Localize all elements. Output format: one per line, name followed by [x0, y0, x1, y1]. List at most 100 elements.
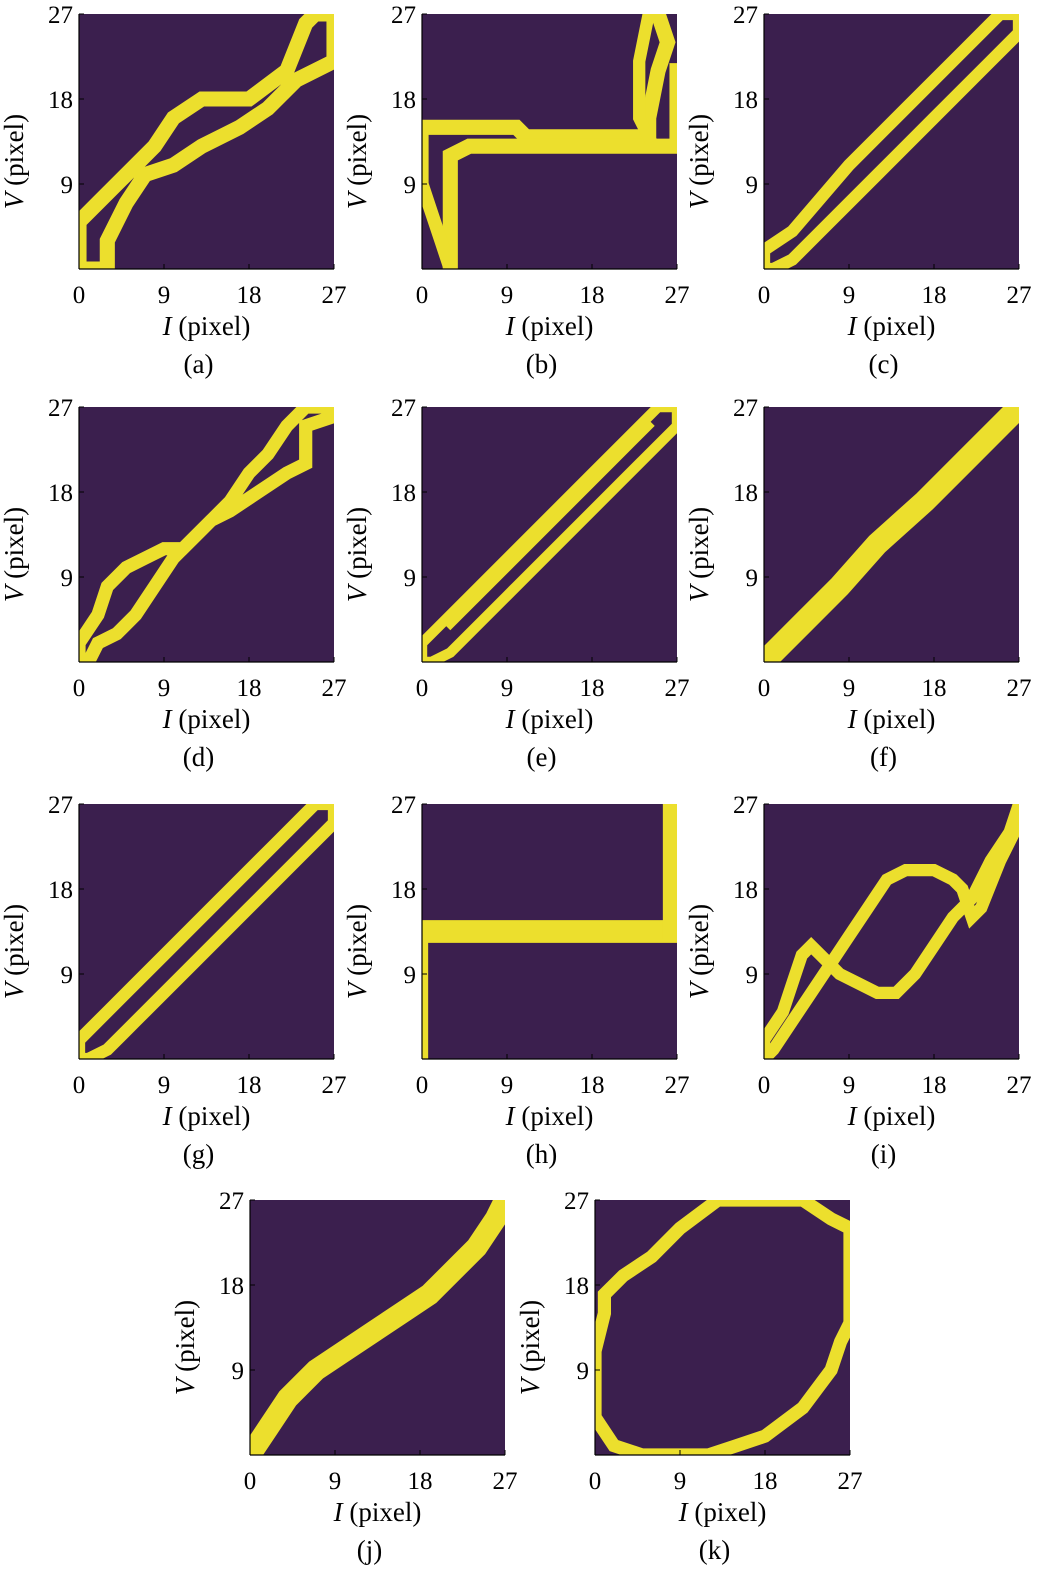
x-axis-label: I (pixel)	[847, 704, 936, 734]
x-tick-label: 27	[322, 675, 347, 702]
y-tick-label: 9	[61, 172, 74, 199]
y-tick-label: 18	[391, 877, 416, 904]
y-axis-label: V (pixel)	[170, 1300, 200, 1395]
x-tick-label: 9	[843, 675, 856, 702]
x-tick-label: 0	[416, 675, 429, 702]
x-axis-label: I (pixel)	[847, 1101, 936, 1131]
y-axis-label: V (pixel)	[684, 904, 714, 999]
panel-h: 0 9 18 27 9 18 27 I (pixel) V (pixel) (h)	[342, 792, 690, 1169]
plot-area	[79, 407, 334, 662]
panel-caption: (b)	[526, 349, 557, 379]
trace-0	[422, 407, 677, 662]
plot-area	[79, 804, 334, 1059]
panel-e: 0 9 18 27 9 18 27 I (pixel) V (pixel) (e)	[342, 395, 690, 772]
x-tick-label: 18	[753, 1468, 778, 1495]
y-tick-label: 18	[48, 877, 73, 904]
x-axis-label: I (pixel)	[505, 1101, 594, 1131]
y-axis-label: V (pixel)	[342, 507, 372, 602]
trace-0	[79, 407, 334, 662]
x-tick-label: 0	[758, 675, 771, 702]
x-tick-label: 27	[1007, 1072, 1032, 1099]
y-tick-label: 9	[404, 565, 417, 592]
panel-caption: (g)	[183, 1139, 214, 1169]
x-tick-label: 0	[73, 282, 86, 309]
x-tick-label: 18	[922, 675, 947, 702]
x-tick-label: 9	[501, 675, 514, 702]
y-tick-label: 27	[219, 1188, 244, 1215]
x-tick-label: 27	[838, 1468, 863, 1495]
x-tick-label: 9	[674, 1468, 687, 1495]
x-tick-label: 27	[1007, 282, 1032, 309]
x-tick-label: 18	[580, 282, 605, 309]
y-tick-label: 18	[733, 87, 758, 114]
trace-0	[250, 1200, 505, 1455]
y-tick-label: 9	[61, 565, 74, 592]
y-tick-label: 27	[733, 2, 758, 29]
trace-0	[79, 14, 334, 269]
x-tick-label: 18	[408, 1468, 433, 1495]
x-axis-label: I (pixel)	[678, 1497, 767, 1527]
x-tick-label: 0	[244, 1468, 257, 1495]
y-tick-label: 18	[48, 480, 73, 507]
x-tick-label: 0	[416, 1072, 429, 1099]
trace-1	[442, 63, 677, 269]
x-tick-label: 9	[329, 1468, 342, 1495]
x-tick-label: 9	[501, 282, 514, 309]
y-axis-label: V (pixel)	[342, 114, 372, 209]
y-tick-label: 9	[232, 1358, 245, 1385]
panel-caption: (d)	[183, 742, 214, 772]
y-tick-label: 27	[48, 395, 73, 422]
x-axis-label: I (pixel)	[505, 311, 594, 341]
x-tick-label: 0	[73, 1072, 86, 1099]
panel-f: 0 9 18 27 9 18 27 I (pixel) V (pixel) (f)	[684, 395, 1032, 772]
trace-0	[79, 804, 334, 1059]
x-tick-label: 18	[580, 1072, 605, 1099]
y-tick-label: 9	[404, 962, 417, 989]
x-tick-label: 18	[580, 675, 605, 702]
panel-c: 0 9 18 27 9 18 27 I (pixel) V (pixel) (c)	[684, 2, 1032, 379]
panel-d: 0 9 18 27 9 18 27 I (pixel) V (pixel) (d)	[0, 395, 347, 772]
y-tick-label: 27	[391, 395, 416, 422]
plot-area	[422, 407, 677, 662]
x-tick-label: 0	[758, 1072, 771, 1099]
panel-j: 0 9 18 27 9 18 27 I (pixel) V (pixel) (j)	[170, 1188, 518, 1565]
trace-3	[633, 14, 657, 146]
y-tick-label: 27	[733, 792, 758, 819]
y-tick-label: 27	[48, 792, 73, 819]
x-tick-label: 27	[322, 282, 347, 309]
x-tick-label: 27	[1007, 675, 1032, 702]
panel-g: 0 9 18 27 9 18 27 I (pixel) V (pixel) (g)	[0, 792, 347, 1169]
x-tick-label: 27	[322, 1072, 347, 1099]
y-axis-label: V (pixel)	[0, 507, 29, 602]
x-tick-label: 27	[665, 282, 690, 309]
y-axis-label: V (pixel)	[342, 904, 372, 999]
plot-area	[764, 804, 1019, 1059]
y-tick-label: 27	[564, 1188, 589, 1215]
y-tick-label: 18	[564, 1273, 589, 1300]
x-tick-label: 0	[73, 675, 86, 702]
x-tick-label: 0	[589, 1468, 602, 1495]
trace-0	[595, 1200, 850, 1455]
x-tick-label: 0	[758, 282, 771, 309]
panel-b: 0 9 18 27 9 18 27 I (pixel) V (pixel) (b)	[342, 2, 690, 379]
panel-caption: (i)	[871, 1139, 896, 1169]
plot-area	[595, 1200, 850, 1455]
plot-area	[764, 14, 1019, 269]
panel-caption: (k)	[699, 1535, 730, 1565]
trace-0	[764, 804, 1019, 1059]
y-tick-label: 9	[61, 962, 74, 989]
x-tick-label: 9	[158, 1072, 171, 1099]
y-tick-label: 27	[391, 792, 416, 819]
y-tick-label: 18	[391, 87, 416, 114]
panel-caption: (j)	[357, 1535, 382, 1565]
y-tick-label: 9	[746, 565, 759, 592]
trace-0	[764, 407, 1019, 662]
y-tick-label: 27	[48, 2, 73, 29]
y-tick-label: 27	[391, 2, 416, 29]
x-tick-label: 9	[843, 1072, 856, 1099]
y-axis-label: V (pixel)	[684, 114, 714, 209]
panel-caption: (h)	[526, 1139, 557, 1169]
x-tick-label: 18	[237, 675, 262, 702]
x-tick-label: 27	[665, 675, 690, 702]
